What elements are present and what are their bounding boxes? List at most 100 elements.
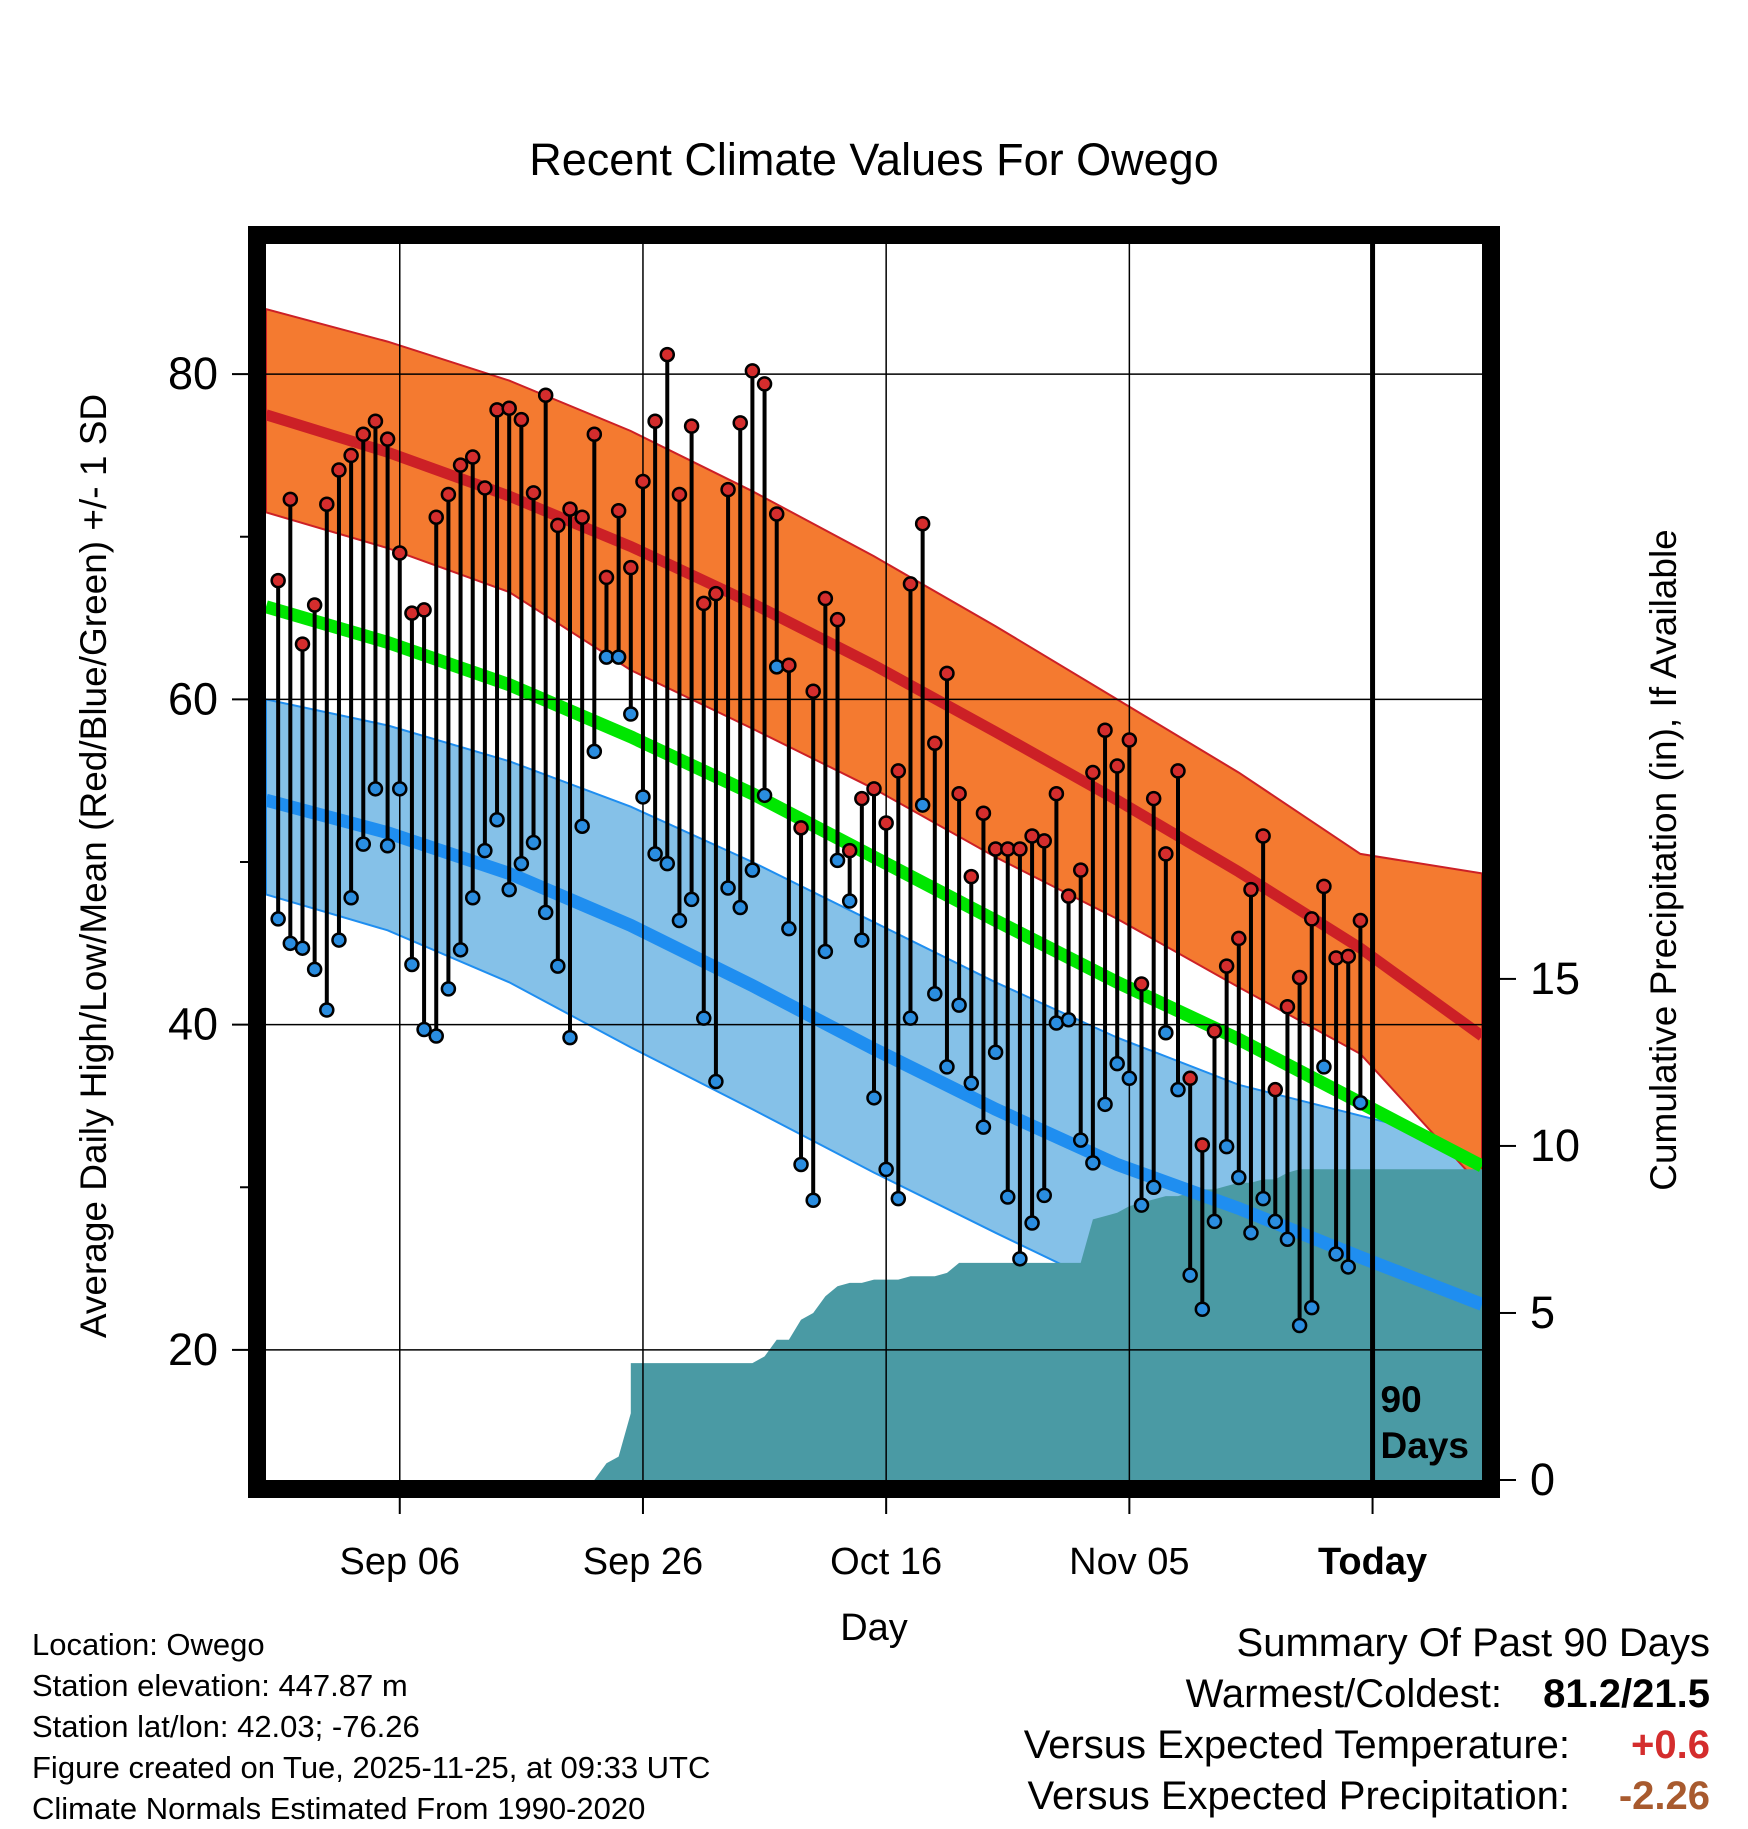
daily-low-point (1206, 1213, 1223, 1230)
temp-delta-label: Versus Expected Temperature: (1023, 1723, 1570, 1767)
daily-low-point (951, 997, 967, 1013)
daily-high-point (440, 486, 457, 503)
daily-low-point (379, 837, 396, 854)
daily-low-point (744, 862, 761, 878)
daily-high-point (829, 611, 846, 628)
daily-low-point (987, 1044, 1004, 1061)
daily-high-point (781, 657, 797, 673)
daily-high-point (598, 569, 615, 586)
daily-low-point (1097, 1096, 1113, 1113)
daily-high-point (586, 426, 603, 443)
daily-high-point (866, 781, 882, 797)
daily-high-point (793, 820, 809, 836)
daily-high-point (1352, 912, 1369, 929)
daily-low-point (963, 1075, 980, 1091)
daily-high-point (951, 785, 967, 802)
daily-high-point (805, 683, 821, 699)
daily-low-point (878, 1161, 894, 1178)
daily-low-point (489, 811, 505, 828)
latlon-text: Station lat/lon: 42.03; -76.26 (32, 1709, 420, 1744)
plot-border (248, 226, 1500, 1498)
daily-high-point (1255, 828, 1271, 844)
daily-high-point (294, 636, 311, 652)
daily-low-point (1012, 1251, 1028, 1267)
created-text: Figure created on Tue, 2025-11-25, at 09… (32, 1750, 711, 1785)
daily-low-point (671, 912, 688, 929)
daily-high-point (1121, 732, 1138, 748)
daily-high-point (1218, 958, 1235, 974)
daily-high-point (367, 413, 384, 430)
precip-delta-value: -2.26 (1618, 1774, 1710, 1818)
daily-high-point (963, 868, 980, 885)
daily-low-point (306, 961, 323, 978)
daily-low-point (841, 893, 858, 909)
x-tick-label: Sep 26 (583, 1541, 703, 1583)
daily-high-point (1231, 930, 1247, 947)
warm-cold-value: 81.2/21.5 (1543, 1672, 1710, 1716)
daily-high-point (1097, 722, 1113, 739)
daily-low-point (635, 789, 651, 805)
y-right-tick-label: 5 (1530, 1287, 1555, 1338)
daily-high-point (1145, 790, 1162, 807)
daily-low-point (939, 1059, 955, 1075)
summary-warm-cold: Warmest/Coldest: 81.2/21.5 (1024, 1669, 1710, 1720)
y-right-tick-label: 15 (1530, 953, 1580, 1004)
daily-low-point (270, 911, 286, 927)
y-right-tick-label: 10 (1530, 1120, 1580, 1171)
daily-low-point (902, 1010, 919, 1026)
daily-low-point (696, 1010, 712, 1026)
daily-low-point (428, 1028, 444, 1044)
today-days-label: 90 (1381, 1379, 1422, 1420)
normals-text: Climate Normals Estimated From 1990-2020 (32, 1791, 646, 1826)
daily-low-point (914, 797, 931, 813)
daily-high-point (343, 447, 359, 464)
chart-title: Recent Climate Values For Owego (529, 134, 1218, 185)
daily-high-point (355, 426, 372, 443)
daily-high-point (902, 576, 919, 592)
y-left-tick-label: 40 (168, 999, 218, 1050)
daily-high-point (1316, 878, 1332, 895)
daily-low-point (1133, 1197, 1150, 1213)
daily-high-point (647, 413, 663, 430)
daily-high-point (939, 665, 955, 682)
daily-high-point (1194, 1137, 1211, 1153)
daily-high-point (1072, 862, 1089, 878)
warm-cold-label: Warmest/Coldest: (1185, 1672, 1502, 1716)
daily-high-point (1243, 881, 1259, 898)
daily-high-point (1133, 976, 1150, 992)
daily-low-point (647, 846, 663, 862)
daily-low-point (890, 1190, 907, 1207)
daily-high-point (720, 481, 736, 498)
temp-delta-value: +0.6 (1631, 1723, 1710, 1767)
daily-high-point (975, 805, 992, 821)
daily-low-point (1267, 1213, 1284, 1230)
daily-low-point (1243, 1225, 1259, 1241)
daily-low-point (1304, 1299, 1320, 1316)
plot-frame-layer: 90 Days (248, 226, 1500, 1498)
daily-low-point (1000, 1189, 1016, 1205)
daily-low-point (464, 890, 481, 906)
daily-low-point (1145, 1179, 1162, 1196)
daily-low-point (1231, 1169, 1247, 1186)
precip-delta-label: Versus Expected Precipitation: (1027, 1774, 1570, 1818)
x-tick-label: Nov 05 (1069, 1541, 1189, 1583)
daily-high-point (1340, 948, 1356, 965)
precip-area (594, 1169, 1482, 1480)
y-axis-left-label: Average Daily High/Low/Mean (Red/Blue/Gr… (73, 394, 114, 1338)
daily-low-point (1170, 1081, 1186, 1098)
daily-low-point (1340, 1259, 1356, 1275)
daily-low-point (793, 1156, 809, 1173)
daily-low-point (1328, 1246, 1344, 1262)
y-right-tick-label: 0 (1530, 1454, 1555, 1505)
daily-high-point (1012, 841, 1028, 857)
daily-high-point (623, 559, 639, 576)
daily-low-point (355, 836, 372, 852)
daily-high-point (1036, 833, 1052, 849)
y-left-tick-label: 80 (168, 348, 218, 399)
daily-low-point (294, 940, 311, 956)
daily-high-point (306, 597, 323, 613)
daily-high-point (1085, 764, 1101, 781)
daily-high-point (1060, 888, 1077, 904)
daily-low-point (525, 834, 542, 851)
daily-high-point (744, 363, 761, 379)
